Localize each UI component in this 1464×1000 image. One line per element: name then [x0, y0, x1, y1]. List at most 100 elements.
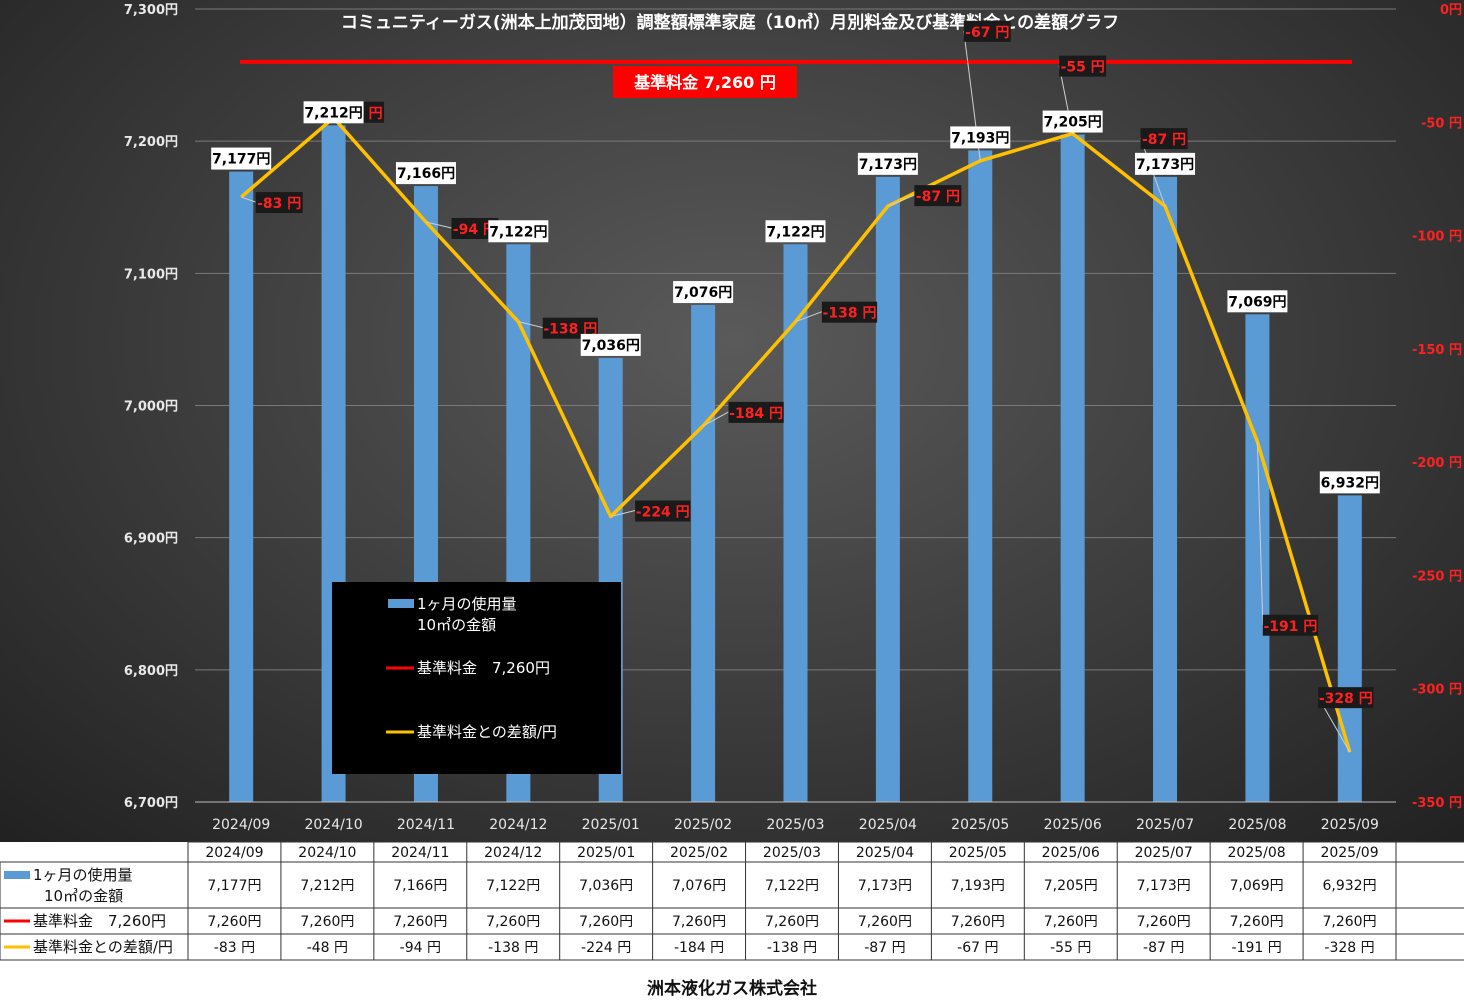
table-header-cell: 2024/09: [205, 845, 263, 861]
difference-label-bg: [635, 500, 691, 522]
data-table-bg: [0, 842, 1464, 972]
bar: [1153, 176, 1178, 802]
table-header-cell: 2025/01: [577, 845, 635, 861]
table-cell: 7,212円: [300, 878, 354, 894]
leader-line: [518, 321, 543, 329]
table-cell: 7,260円: [1230, 914, 1284, 930]
bar: [229, 171, 254, 802]
difference-label: -87 円: [916, 189, 960, 205]
difference-label-bg: [914, 185, 962, 207]
bar-label-bg: [580, 333, 641, 356]
y2-tick-label: -350 円: [1412, 796, 1462, 811]
reference-banner-text: 基準料金 7,260 円: [633, 73, 776, 92]
difference-label: -87 円: [1142, 132, 1186, 148]
x-tick-label: 2025/02: [674, 817, 732, 833]
bar-label: 7,166円: [397, 166, 455, 182]
bar-label-bg: [395, 162, 456, 185]
table-cell: 7,260円: [207, 914, 261, 930]
x-tick-label: 2025/06: [1044, 817, 1102, 833]
y2-tick-label: -150 円: [1412, 343, 1462, 358]
table-cell: -87 円: [1143, 940, 1184, 956]
bar-label: 7,122円: [489, 224, 547, 240]
y-tick-label: 6,900円: [124, 532, 178, 547]
table-header-cell: 2025/06: [1042, 845, 1100, 861]
table-cell: 7,076円: [672, 878, 726, 894]
y-tick-label: 6,800円: [124, 664, 178, 679]
leader-line: [702, 411, 729, 427]
x-tick-label: 2025/05: [951, 817, 1009, 833]
table-cell: -48 円: [307, 940, 348, 956]
bar-label: 7,173円: [1136, 157, 1194, 173]
bar-label-bg: [857, 152, 918, 175]
difference-label: -94 円: [453, 222, 497, 238]
table-header-cell: 2024/12: [484, 845, 542, 861]
bar: [1337, 495, 1362, 802]
difference-label: -83 円: [257, 196, 301, 212]
table-cell: -67 円: [957, 940, 998, 956]
table-cell: -94 円: [400, 940, 441, 956]
difference-label: -138 円: [823, 306, 877, 322]
leader-line: [1256, 441, 1264, 625]
table-cell: 7,166円: [393, 878, 447, 894]
table-header-cell: 2024/11: [391, 845, 449, 861]
table-cell: 7,122円: [486, 878, 540, 894]
bar-label-bg: [673, 281, 734, 304]
x-tick-label: 2025/09: [1321, 817, 1379, 833]
table-cell: -138 円: [767, 940, 817, 956]
table-cell: -328 円: [1324, 940, 1374, 956]
table-row-label: 10㎥の金額: [44, 887, 123, 905]
table-header-cell: 2025/02: [670, 845, 728, 861]
bar-label: 7,177円: [212, 152, 270, 168]
bar-label-bg: [950, 126, 1011, 149]
table-cell: 7,260円: [951, 914, 1005, 930]
y-tick-label: 6,700円: [124, 796, 178, 811]
table-cell: 7,260円: [486, 914, 540, 930]
difference-label-bg: [255, 192, 303, 214]
leader-line: [241, 196, 256, 203]
y2-tick-label: -250 円: [1412, 569, 1462, 584]
table-cell: 6,932円: [1322, 878, 1376, 894]
company-name: 洲本液化ガス株式会社: [647, 979, 817, 999]
bar: [783, 244, 808, 803]
y-tick-label: 7,200円: [124, 135, 178, 150]
bar-label-bg: [765, 220, 826, 243]
difference-label-bg: [1140, 128, 1188, 150]
table-header-cell: 2025/04: [856, 845, 914, 861]
bar-label: 7,036円: [582, 338, 640, 354]
table-cell: 7,193円: [951, 878, 1005, 894]
difference-label-bg: [728, 401, 784, 423]
bar-label: 7,122円: [766, 224, 824, 240]
table-cell: -138 円: [488, 940, 538, 956]
table-cell: -83 円: [214, 940, 255, 956]
table-cell: 7,069円: [1230, 878, 1284, 894]
difference-label-bg: [821, 301, 878, 323]
table-header-cell: 2025/03: [763, 845, 821, 861]
table-cell: 7,173円: [1137, 878, 1191, 894]
bar-label-bg: [488, 220, 549, 243]
table-header-cell: 2024/10: [298, 845, 356, 861]
bar-label: 7,193円: [951, 130, 1009, 146]
bar-label: 7,212円: [304, 105, 362, 121]
table-row-label: 基準料金 7,260円: [33, 912, 166, 930]
bar: [1060, 134, 1085, 802]
x-tick-label: 2024/11: [397, 817, 455, 833]
y2-tick-label: -300 円: [1412, 683, 1462, 698]
bar-label-bg: [1319, 471, 1380, 494]
difference-label: -184 円: [729, 406, 783, 422]
bar: [1245, 314, 1270, 802]
table-cell: 7,205円: [1044, 878, 1098, 894]
table-cell: -191 円: [1231, 940, 1281, 956]
bar: [968, 150, 993, 802]
difference-label: -67 円: [965, 25, 1009, 41]
table-cell: -184 円: [674, 940, 724, 956]
table-header-cell: 2025/09: [1320, 845, 1378, 861]
y2-tick-label: -200 円: [1412, 456, 1462, 471]
table-cell: 7,260円: [1044, 914, 1098, 930]
leader-line: [425, 221, 452, 229]
difference-label-bg: [451, 217, 499, 239]
y-tick-label: 7,100円: [124, 267, 178, 282]
table-row-swatch: [4, 871, 30, 879]
difference-label-bg: [1318, 687, 1374, 709]
table-header-cell: 2025/08: [1228, 845, 1286, 861]
